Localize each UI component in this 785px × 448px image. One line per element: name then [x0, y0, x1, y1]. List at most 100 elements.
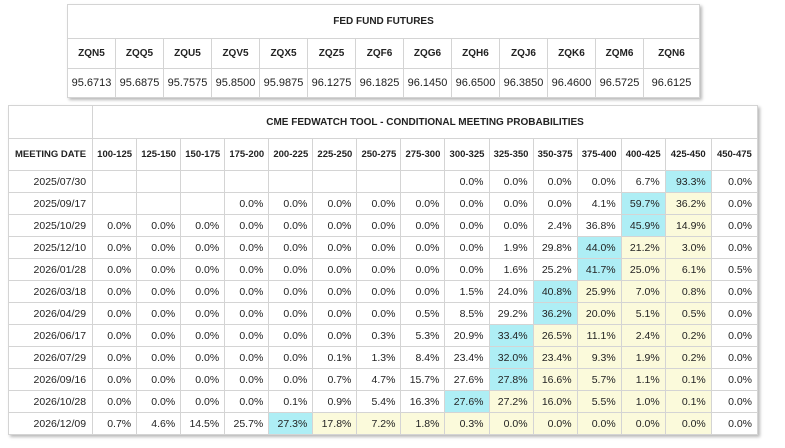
probability-cell: 0.0%	[710, 192, 759, 215]
probability-cell: 0.0%	[312, 280, 358, 303]
probability-cell: 0.0%	[180, 280, 226, 303]
probability-cell: 7.0%	[620, 280, 666, 303]
probability-cell: 5.1%	[620, 302, 666, 325]
probability-cell: 0.0%	[180, 368, 226, 391]
table-row: 2026/10/28 0.0% 0.0% 0.0% 0.0% 0.1% 0.9% 5.4% 16…	[7, 390, 759, 413]
probability-cell: 5.7%	[576, 368, 622, 391]
probability-cell: 0.0%	[620, 412, 666, 435]
probability-cell: 0.0%	[532, 170, 578, 193]
contract-price: 96.1450	[403, 68, 452, 98]
contract-price: 95.7575	[163, 68, 212, 98]
meeting-date: 2026/06/17	[7, 324, 94, 347]
meeting-date: 2025/07/30	[7, 170, 94, 193]
meeting-date: 2026/12/09	[7, 412, 94, 435]
contract-price: 96.4600	[547, 68, 596, 98]
probability-cell: 44.0%	[576, 236, 622, 259]
futures-title: FED FUND FUTURES	[67, 4, 700, 39]
probability-cell: 5.3%	[400, 324, 446, 347]
probability-cell: 0.0%	[444, 170, 490, 193]
probability-cell: 2.4%	[620, 324, 666, 347]
probability-cell: 0.0%	[710, 280, 759, 303]
probability-cell: 1.1%	[620, 368, 666, 391]
probability-cell: 7.2%	[356, 412, 402, 435]
probability-cell: 36.2%	[532, 302, 578, 325]
probability-cell: 0.0%	[92, 236, 138, 259]
meeting-date: 2026/07/29	[7, 346, 94, 369]
meeting-date: 2026/04/29	[7, 302, 94, 325]
probability-cell: 23.4%	[444, 346, 490, 369]
probability-cell: 14.9%	[664, 214, 712, 237]
probability-cell: 0.9%	[312, 390, 358, 413]
probability-cell: 0.0%	[92, 324, 138, 347]
probability-cell: 24.0%	[488, 280, 534, 303]
probability-cell: 6.1%	[664, 258, 712, 281]
probability-cell: 2.4%	[532, 214, 578, 237]
rate-range-header: 375-400	[576, 138, 622, 171]
meeting-date-header: MEETING DATE	[7, 138, 94, 171]
contract-price: 96.6500	[451, 68, 500, 98]
probability-cell: 0.7%	[312, 368, 358, 391]
probability-cell: 0.0%	[224, 324, 270, 347]
probability-cell: 0.5%	[400, 302, 446, 325]
contract-price: 95.8500	[211, 68, 260, 98]
probability-cell: 0.3%	[444, 412, 490, 435]
probability-cell: 0.0%	[488, 192, 534, 215]
probability-cell: 40.8%	[532, 280, 578, 303]
probability-cell: 1.9%	[488, 236, 534, 259]
contract-price: 96.3850	[499, 68, 548, 98]
probability-cell: 0.0%	[312, 302, 358, 325]
contract-price: 96.1825	[355, 68, 404, 98]
meeting-date: 2026/10/28	[7, 390, 94, 413]
probability-cell: 0.0%	[532, 192, 578, 215]
contract-header: ZQN5	[67, 38, 116, 69]
probability-cell: 0.2%	[664, 324, 712, 347]
probability-cell: 0.0%	[710, 412, 759, 435]
probability-cell: 27.2%	[488, 390, 534, 413]
probability-cell: 0.0%	[224, 390, 270, 413]
probability-cell: 32.0%	[488, 346, 534, 369]
probability-cell: 0.0%	[710, 236, 759, 259]
probability-cell: 8.5%	[444, 302, 490, 325]
probability-cell: 0.0%	[224, 236, 270, 259]
probability-cell: 20.0%	[576, 302, 622, 325]
table-row: 2026/03/18 0.0% 0.0% 0.0% 0.0% 0.0% 0.0% 0.0% 0.…	[7, 280, 759, 303]
probability-cell: 0.0%	[488, 214, 534, 237]
probability-cell: 0.0%	[224, 258, 270, 281]
rate-range-header: 300-325	[444, 138, 490, 171]
probability-cell: 0.0%	[710, 324, 759, 347]
probability-cell: 25.0%	[620, 258, 666, 281]
contract-price: 95.9875	[259, 68, 308, 98]
probability-cell: 0.0%	[92, 214, 138, 237]
rate-range-header: 450-475	[710, 138, 759, 171]
table-row: 2025/12/10 0.0% 0.0% 0.0% 0.0% 0.0% 0.0% 0.0% 0.…	[7, 236, 759, 259]
probability-cell: 0.0%	[136, 346, 182, 369]
fed-fund-futures-table: FED FUND FUTURES ZQN5 ZQQ5 ZQU5 ZQV5 ZQX5 ZQZ…	[67, 4, 700, 98]
probability-cell: 27.8%	[488, 368, 534, 391]
probability-cell: 0.0%	[268, 258, 314, 281]
probability-cell: 0.0%	[400, 258, 446, 281]
probability-cell: 27.6%	[444, 368, 490, 391]
probability-cell: 0.0%	[400, 280, 446, 303]
probability-cell: 0.0%	[180, 390, 226, 413]
rate-range-header: 125-150	[136, 138, 182, 171]
table-row: 2026/06/17 0.0% 0.0% 0.0% 0.0% 0.0% 0.0% 0.3% 5.…	[7, 324, 759, 347]
probability-cell: 0.0%	[444, 236, 490, 259]
probability-cell: 0.0%	[224, 192, 270, 215]
probability-cell: 0.0%	[532, 412, 578, 435]
contract-price: 95.6713	[67, 68, 116, 98]
rate-range-header: 100-125	[92, 138, 138, 171]
probability-cell: 0.0%	[268, 214, 314, 237]
probability-cell: 0.0%	[92, 280, 138, 303]
probability-cell: 0.0%	[400, 214, 446, 237]
meeting-date: 2026/01/28	[7, 258, 94, 281]
probability-cell	[356, 170, 402, 193]
probability-cell: 0.0%	[136, 324, 182, 347]
rate-range-header: 225-250	[312, 138, 358, 171]
probability-cell: 0.1%	[312, 346, 358, 369]
contract-header: ZQU5	[163, 38, 212, 69]
contract-header: ZQK6	[547, 38, 596, 69]
table-row: 2025/09/17 0.0% 0.0% 0.0% 0.0% 0.0% 0.0% 0.0% 0.…	[7, 192, 759, 215]
probability-cell: 25.2%	[532, 258, 578, 281]
rate-range-header: 250-275	[356, 138, 402, 171]
probability-cell: 4.6%	[136, 412, 182, 435]
